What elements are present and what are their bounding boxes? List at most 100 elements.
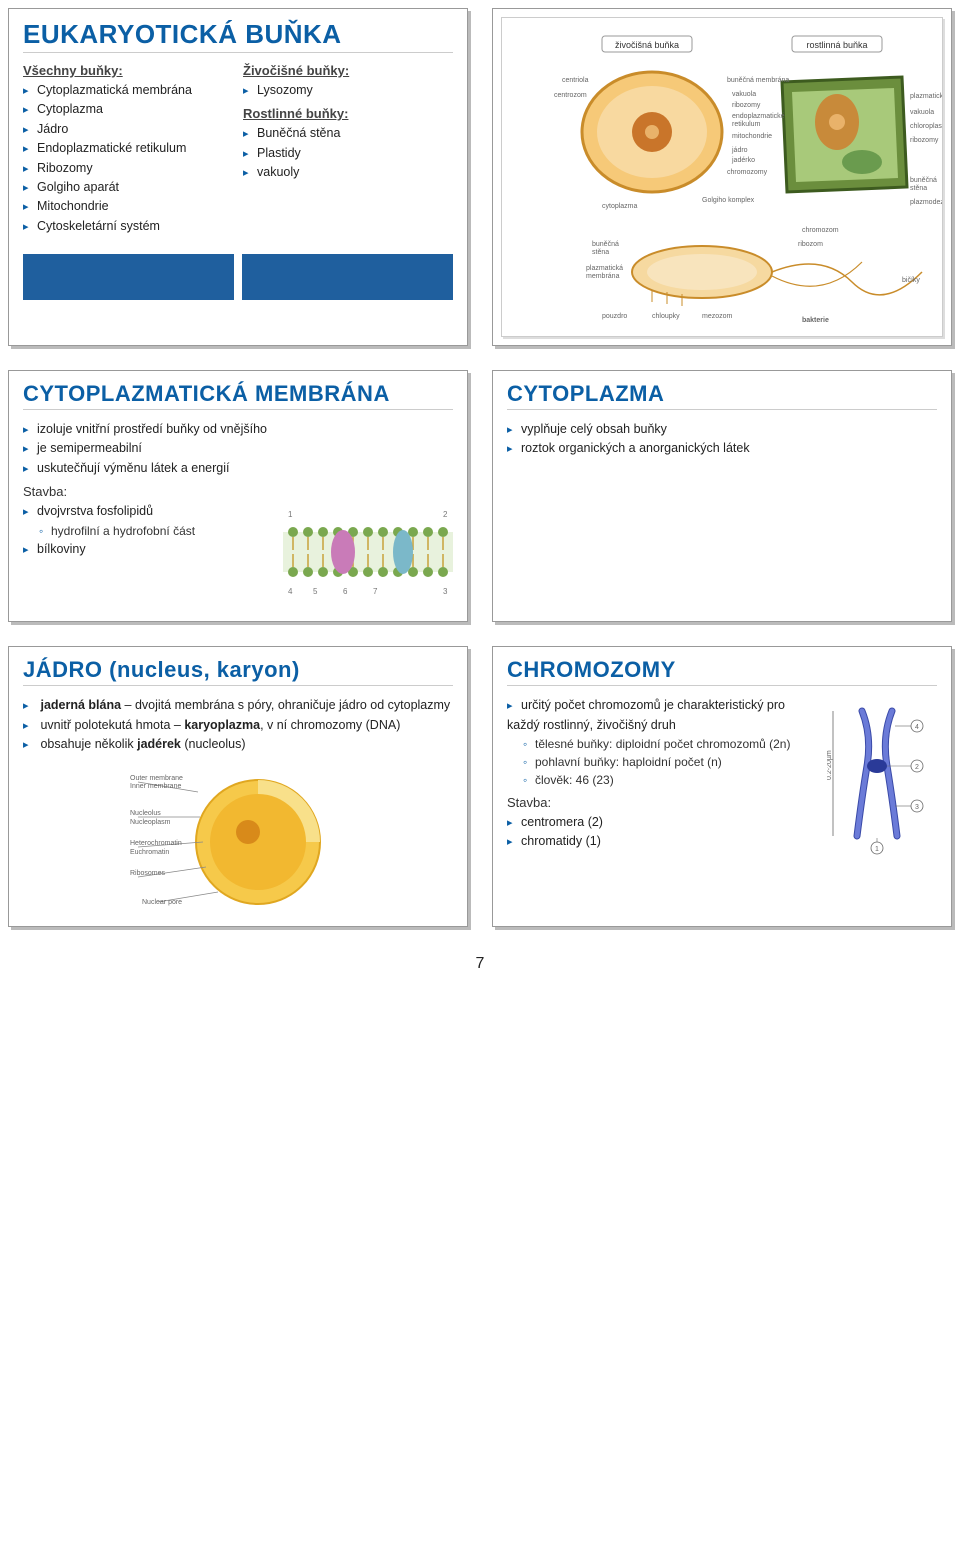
svg-text:Outer membrane: Outer membrane (130, 775, 183, 782)
slide-nucleus: JÁDRO (nucleus, karyon) jaderná blána – … (8, 646, 468, 927)
list-item: dvojvrstva fosfolipidů (23, 502, 271, 521)
svg-text:vakuola: vakuola (732, 91, 756, 98)
bullet-list: jaderná blána – dvojitá membrána s póry,… (23, 696, 453, 754)
list-item: Mitochondrie (23, 197, 233, 216)
svg-text:2: 2 (443, 510, 448, 519)
list-item: Cytoplazma (23, 100, 233, 119)
slide-title: CYTOPLAZMATICKÁ MEMBRÁNA (23, 381, 453, 407)
svg-text:Nucleoplasm: Nucleoplasm (130, 819, 171, 826)
slide-title: JÁDRO (nucleus, karyon) (23, 657, 453, 683)
text: , v ní chromozomy (DNA) (260, 718, 400, 732)
svg-text:3: 3 (443, 587, 448, 596)
list-item: Buněčná stěna (243, 124, 453, 143)
title-rule (507, 685, 937, 686)
stavba-list: dvojvrstva fosfolipidů (23, 502, 271, 521)
slide-title: CYTOPLAZMA (507, 381, 937, 407)
svg-text:plazmodezmy: plazmodezmy (910, 199, 942, 206)
subheading: Živočišné buňky: (243, 63, 453, 78)
svg-text:Ribosomes: Ribosomes (130, 870, 166, 877)
list-animal-cells: Lysozomy (243, 81, 453, 100)
svg-text:pouzdro: pouzdro (602, 313, 627, 320)
svg-text:vakuola: vakuola (910, 109, 934, 116)
slide-title: CHROMOZOMY (507, 657, 937, 683)
bar (242, 254, 453, 300)
svg-text:centrozom: centrozom (554, 92, 587, 99)
svg-text:ribozomy: ribozomy (910, 137, 939, 144)
bar (23, 254, 234, 300)
svg-text:endoplazmatické: endoplazmatické (732, 113, 785, 120)
list-item: Jádro (23, 120, 233, 139)
list-item: hydrofilní a hydrofobní část (39, 522, 271, 540)
svg-text:buněčná: buněčná (910, 177, 937, 184)
list-item: uvnitř polotekutá hmota – karyoplazma, v… (23, 716, 453, 735)
list-item: Cytoskeletární systém (23, 217, 233, 236)
svg-text:Heterochromatin: Heterochromatin (130, 840, 182, 847)
stavba-heading: Stavba: (23, 484, 453, 499)
list-item: centromera (2) (507, 813, 815, 832)
svg-text:plazmatická: plazmatická (586, 265, 623, 272)
decorative-bars (23, 254, 453, 300)
svg-text:4: 4 (288, 587, 293, 596)
svg-text:1: 1 (288, 510, 293, 519)
svg-text:cytoplazma: cytoplazma (602, 203, 638, 210)
slide-cytoplasm: CYTOPLAZMA vyplňuje celý obsah buňky roz… (492, 370, 952, 622)
title-rule (23, 409, 453, 410)
list-item: Cytoplazmatická membrána (23, 81, 233, 100)
subheading: Všechny buňky: (23, 63, 233, 78)
slide-title: EUKARYOTICKÁ BUŇKA (23, 19, 453, 50)
list-item: Golgiho aparát (23, 178, 233, 197)
subheading: Rostlinné buňky: (243, 106, 453, 121)
chromosome-diagram: 0.2-20µm 4 2 3 1 (827, 696, 937, 856)
svg-text:buněčná membrána: buněčná membrána (727, 77, 789, 84)
text: – dvojitá membrána s póry, ohraničuje já… (121, 698, 450, 712)
svg-text:stěna: stěna (592, 249, 609, 256)
nucleus-diagram: Outer membrane Inner membrane Nucleolus … (128, 762, 348, 912)
slide-chromosomes: CHROMOZOMY určitý počet chromozomů je ch… (492, 646, 952, 927)
list-item: Endoplazmatické retikulum (23, 139, 233, 158)
list-item: vakuoly (243, 163, 453, 182)
slide-cell-comparison-image: živočišná buňka rostlinná buňka (492, 8, 952, 346)
list-item: chromatidy (1) (507, 832, 815, 851)
bullet-list: vyplňuje celý obsah buňky roztok organic… (507, 420, 937, 459)
svg-text:7: 7 (373, 587, 378, 596)
list-item: bílkoviny (23, 540, 271, 559)
text: uvnitř polotekutá hmota – (40, 718, 184, 732)
list-all-cells: Cytoplazmatická membrána Cytoplazma Jádr… (23, 81, 233, 236)
svg-text:6: 6 (343, 587, 348, 596)
list-item: určitý počet chromozomů je charakteristi… (507, 696, 815, 735)
svg-text:jadérko: jadérko (731, 157, 755, 164)
list-item: obsahuje několik jadérek (nucleolus) (23, 735, 453, 754)
list-item: člověk: 46 (23) (523, 771, 815, 789)
stavba-list: centromera (2) chromatidy (1) (507, 813, 815, 852)
list-item: jaderná blána – dvojitá membrána s póry,… (23, 696, 453, 715)
svg-text:chloupky: chloupky (652, 313, 680, 320)
svg-text:retikulum: retikulum (732, 121, 761, 128)
svg-text:Inner membrane: Inner membrane (130, 783, 181, 790)
title-rule (23, 685, 453, 686)
stavba-sublist: hydrofilní a hydrofobní část (23, 522, 271, 540)
term: karyoplazma (184, 718, 260, 732)
list-item: uskutečňují výměnu látek a energií (23, 459, 453, 478)
svg-text:Nuclear pore: Nuclear pore (142, 899, 182, 906)
cell-diagram-svg: živočišná buňka rostlinná buňka (502, 18, 942, 336)
term: jadérek (137, 737, 181, 751)
sub-list: tělesné buňky: diploidní počet chromozom… (507, 735, 815, 789)
bullet-list: izoluje vnitřní prostředí buňky od vnějš… (23, 420, 453, 478)
list-item: roztok organických a anorganických látek (507, 439, 937, 458)
svg-text:mezozom: mezozom (702, 313, 733, 320)
svg-text:2: 2 (915, 764, 919, 771)
page-number: 7 (8, 927, 952, 979)
svg-text:0.2-20µm: 0.2-20µm (827, 750, 833, 780)
slide-cytoplasmic-membrane: CYTOPLAZMATICKÁ MEMBRÁNA izoluje vnitřní… (8, 370, 468, 622)
text: (nucleolus) (181, 737, 246, 751)
bullet-list: určitý počet chromozomů je charakteristi… (507, 696, 815, 735)
list-item: vyplňuje celý obsah buňky (507, 420, 937, 439)
cell-comparison-diagram: živočišná buňka rostlinná buňka (501, 17, 943, 337)
membrane-diagram: 1 2 3 4 5 6 7 (283, 502, 453, 602)
svg-text:chromozomy: chromozomy (727, 169, 768, 176)
col-specific-cells: Živočišné buňky: Lysozomy Rostlinné buňk… (243, 63, 453, 236)
list-item: pohlavní buňky: haploidní počet (n) (523, 753, 815, 771)
svg-text:bičíky: bičíky (902, 277, 920, 284)
label: rostlinná buňka (806, 40, 867, 50)
svg-text:Euchromatin: Euchromatin (130, 849, 169, 856)
